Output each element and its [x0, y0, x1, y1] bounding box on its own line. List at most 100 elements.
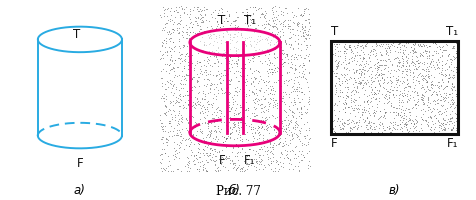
Point — [372, 66, 379, 69]
Point — [195, 161, 203, 164]
Point — [335, 77, 343, 80]
Point — [229, 71, 237, 75]
Point — [387, 43, 394, 46]
Point — [412, 101, 420, 104]
Point — [408, 77, 416, 80]
Point — [268, 7, 275, 10]
Point — [341, 42, 348, 46]
Point — [246, 23, 254, 27]
Point — [232, 69, 239, 72]
Point — [163, 7, 170, 10]
Point — [347, 128, 355, 131]
Point — [333, 63, 341, 66]
Point — [406, 85, 413, 88]
Point — [199, 15, 207, 18]
Point — [200, 110, 208, 113]
Point — [409, 74, 417, 78]
Point — [341, 55, 348, 58]
Point — [277, 84, 285, 87]
Point — [191, 154, 199, 157]
Point — [176, 95, 184, 98]
Point — [381, 93, 388, 97]
Point — [250, 5, 258, 8]
Point — [213, 106, 220, 109]
Point — [303, 30, 311, 33]
Point — [196, 130, 203, 133]
Point — [173, 100, 180, 103]
Point — [437, 54, 445, 57]
Point — [270, 116, 278, 119]
Point — [333, 77, 341, 80]
Point — [331, 83, 338, 86]
Point — [187, 89, 195, 92]
Point — [185, 36, 193, 40]
Point — [364, 106, 372, 109]
Point — [375, 65, 382, 69]
Point — [212, 26, 220, 30]
Point — [334, 94, 341, 97]
Point — [434, 58, 441, 61]
Point — [160, 113, 168, 116]
Point — [239, 85, 247, 89]
Point — [434, 61, 442, 64]
Point — [169, 21, 177, 24]
Point — [203, 140, 211, 143]
Point — [291, 14, 299, 18]
Point — [291, 56, 299, 59]
Point — [171, 5, 179, 9]
Point — [165, 45, 173, 49]
Point — [156, 153, 164, 156]
Point — [346, 125, 353, 128]
Point — [377, 44, 385, 47]
Text: а): а) — [74, 184, 86, 197]
Point — [232, 128, 239, 132]
Point — [255, 147, 263, 151]
Point — [397, 75, 405, 79]
Point — [410, 98, 417, 101]
Point — [446, 93, 453, 96]
Point — [286, 91, 294, 94]
Point — [238, 115, 246, 119]
Point — [206, 133, 213, 137]
Point — [301, 78, 309, 81]
Point — [248, 89, 255, 92]
Point — [162, 105, 169, 108]
Point — [158, 44, 166, 47]
Point — [207, 33, 215, 36]
Point — [293, 133, 300, 136]
Point — [180, 8, 188, 11]
Point — [301, 24, 308, 27]
Point — [260, 119, 268, 122]
Point — [184, 73, 191, 77]
Point — [331, 75, 339, 78]
Point — [245, 148, 252, 151]
Point — [271, 26, 279, 29]
Point — [206, 73, 214, 76]
Point — [278, 141, 286, 144]
Point — [196, 103, 203, 107]
Point — [231, 164, 239, 167]
Point — [447, 96, 455, 99]
Point — [234, 69, 242, 72]
Point — [293, 126, 301, 129]
Point — [355, 53, 363, 57]
Point — [174, 10, 182, 13]
Point — [350, 54, 358, 57]
Point — [398, 109, 406, 112]
Point — [184, 121, 191, 124]
Point — [293, 22, 301, 26]
Point — [258, 159, 265, 162]
Point — [438, 49, 446, 52]
Point — [225, 154, 232, 157]
Point — [377, 115, 384, 118]
Point — [231, 28, 239, 31]
Point — [156, 113, 164, 116]
Point — [158, 125, 165, 129]
Point — [292, 119, 299, 122]
Point — [300, 28, 308, 32]
Point — [220, 120, 228, 124]
Point — [195, 110, 203, 114]
Point — [245, 155, 252, 158]
Point — [429, 49, 436, 53]
Point — [338, 118, 346, 121]
